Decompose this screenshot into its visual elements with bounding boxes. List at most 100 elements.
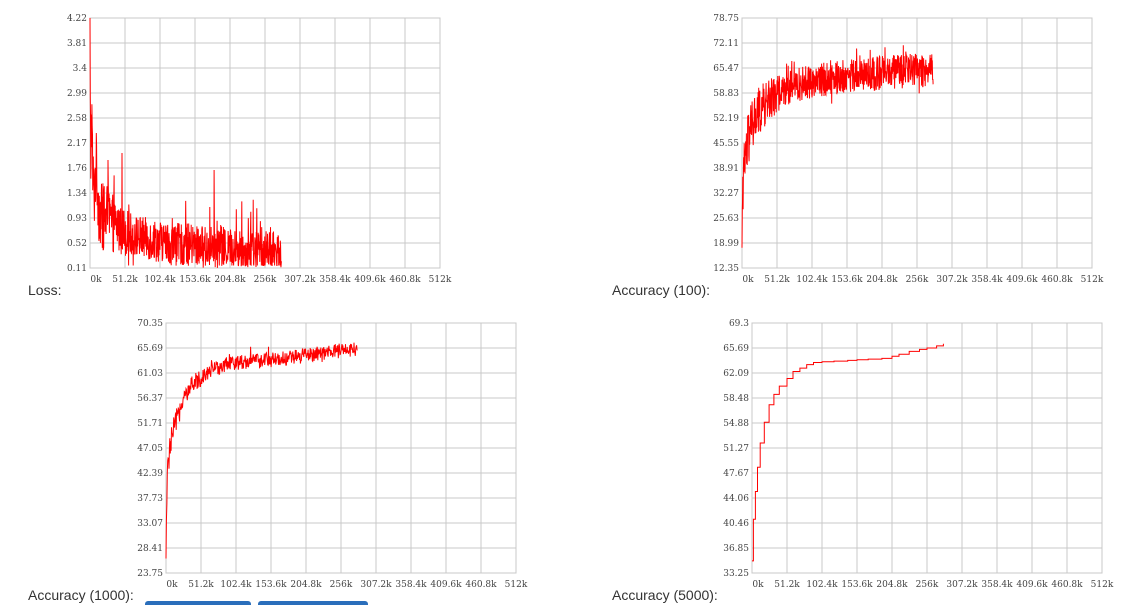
x-tick-label: 460.8k xyxy=(1051,580,1083,590)
x-tick-label: 153.6k xyxy=(179,275,211,285)
x-tick-label: 512k xyxy=(505,580,528,590)
y-tick-label: 65.69 xyxy=(723,344,749,354)
y-tick-label: 2.99 xyxy=(67,89,87,99)
x-tick-label: 0k xyxy=(166,580,178,590)
grid xyxy=(751,322,1103,574)
y-tick-label: 44.06 xyxy=(723,494,749,504)
y-tick-label: 0.93 xyxy=(67,214,87,224)
x-tick-label: 153.6k xyxy=(841,580,873,590)
x-tick-label: 102.4k xyxy=(220,580,252,590)
x-tick-label: 102.4k xyxy=(806,580,838,590)
accuracy-5000-chart-label: Accuracy (5000): xyxy=(612,587,718,603)
y-tick-label: 1.34 xyxy=(67,189,87,199)
y-tick-label: 3.81 xyxy=(67,39,87,49)
accuracy-100-chart-label: Accuracy (100): xyxy=(612,282,711,298)
y-tick-label: 70.35 xyxy=(137,319,163,329)
toolbar-button-2[interactable] xyxy=(258,601,368,605)
y-tick-label: 4.22 xyxy=(67,14,87,24)
x-tick-label: 204.8k xyxy=(214,275,246,285)
y-tick-label: 65.47 xyxy=(713,64,739,74)
y-tick-label: 47.05 xyxy=(137,444,163,454)
x-tick-label: 0k xyxy=(742,275,754,285)
y-tick-label: 36.85 xyxy=(723,544,749,554)
y-tick-label: 69.3 xyxy=(729,319,749,329)
x-tick-label: 409.6k xyxy=(1016,580,1048,590)
x-tick-label: 51.2k xyxy=(112,275,138,285)
y-tick-label: 12.35 xyxy=(713,264,739,274)
x-tick-label: 102.4k xyxy=(796,275,828,285)
toolbar-button-1[interactable] xyxy=(145,601,251,605)
x-tick-label: 307.2k xyxy=(936,275,968,285)
x-tick-label: 358.4k xyxy=(395,580,427,590)
x-tick-label: 153.6k xyxy=(831,275,863,285)
y-tick-label: 58.48 xyxy=(723,394,749,404)
accuracy-1000-chart-label: Accuracy (1000): xyxy=(28,587,134,603)
y-tick-label: 45.55 xyxy=(713,139,739,149)
x-tick-label: 512k xyxy=(1081,275,1104,285)
y-tick-label: 54.88 xyxy=(723,419,749,429)
x-tick-label: 409.6k xyxy=(1006,275,1038,285)
y-tick-label: 0.52 xyxy=(67,239,87,249)
x-tick-label: 51.2k xyxy=(764,275,790,285)
x-tick-label: 0k xyxy=(90,275,102,285)
y-tick-label: 33.25 xyxy=(723,569,749,579)
y-tick-label: 52.19 xyxy=(713,114,739,124)
x-tick-label: 460.8k xyxy=(1041,275,1073,285)
y-tick-label: 32.27 xyxy=(713,189,739,199)
x-tick-label: 358.4k xyxy=(319,275,351,285)
y-tick-label: 2.17 xyxy=(67,139,87,149)
loss-chart-label: Loss: xyxy=(28,282,62,298)
x-tick-label: 409.6k xyxy=(354,275,386,285)
y-tick-label: 0.11 xyxy=(67,264,87,274)
x-tick-label: 358.4k xyxy=(971,275,1003,285)
x-tick-label: 307.2k xyxy=(360,580,392,590)
x-tick-label: 51.2k xyxy=(188,580,214,590)
y-tick-label: 23.75 xyxy=(137,569,163,579)
x-tick-label: 307.2k xyxy=(946,580,978,590)
x-tick-label: 51.2k xyxy=(774,580,800,590)
y-tick-label: 2.58 xyxy=(67,114,87,124)
x-tick-label: 204.8k xyxy=(876,580,908,590)
x-tick-label: 256k xyxy=(916,580,939,590)
series-line xyxy=(165,342,358,559)
x-tick-label: 512k xyxy=(1091,580,1114,590)
x-tick-label: 153.6k xyxy=(255,580,287,590)
y-tick-label: 62.09 xyxy=(723,369,749,379)
x-tick-label: 358.4k xyxy=(981,580,1013,590)
x-tick-label: 0k xyxy=(752,580,764,590)
series-line xyxy=(752,343,944,562)
accuracy-1000-chart: 70.35 65.69 61.03 56.37 51.71 47.05 42.39 37.73… xyxy=(137,319,528,590)
y-tick-label: 18.99 xyxy=(713,239,739,249)
y-tick-label: 56.37 xyxy=(137,394,163,404)
x-tick-label: 409.6k xyxy=(430,580,462,590)
accuracy-100-chart: 78.75 72.11 65.47 58.83 52.19 45.55 38.91 32.27… xyxy=(713,14,1104,285)
loss-chart: 4.22 3.81 3.4 2.99 2.58 2.17 1.76 1.34 0.93 0.52 0… xyxy=(67,14,452,285)
x-tick-label: 256k xyxy=(254,275,277,285)
y-tick-label: 37.73 xyxy=(137,494,163,504)
y-tick-label: 3.4 xyxy=(73,64,88,74)
x-tick-label: 204.8k xyxy=(290,580,322,590)
x-tick-label: 460.8k xyxy=(465,580,497,590)
x-tick-label: 512k xyxy=(429,275,452,285)
y-tick-label: 42.39 xyxy=(137,469,163,479)
y-tick-label: 78.75 xyxy=(713,14,739,24)
x-tick-label: 460.8k xyxy=(389,275,421,285)
series-line xyxy=(741,45,934,248)
y-tick-label: 25.63 xyxy=(713,214,739,224)
y-tick-label: 72.11 xyxy=(713,39,739,49)
series-line xyxy=(89,17,282,268)
x-tick-label: 204.8k xyxy=(866,275,898,285)
y-tick-label: 38.91 xyxy=(713,164,739,174)
y-tick-label: 33.07 xyxy=(137,519,163,529)
y-tick-label: 47.67 xyxy=(723,469,749,479)
y-tick-label: 40.46 xyxy=(723,519,749,529)
grid xyxy=(165,322,517,574)
y-tick-label: 61.03 xyxy=(137,369,163,379)
y-tick-label: 51.27 xyxy=(723,444,749,454)
y-tick-label: 28.41 xyxy=(137,544,163,554)
y-tick-label: 51.71 xyxy=(137,419,163,429)
x-tick-label: 256k xyxy=(330,580,353,590)
y-tick-label: 58.83 xyxy=(713,89,739,99)
y-tick-label: 65.69 xyxy=(137,344,163,354)
